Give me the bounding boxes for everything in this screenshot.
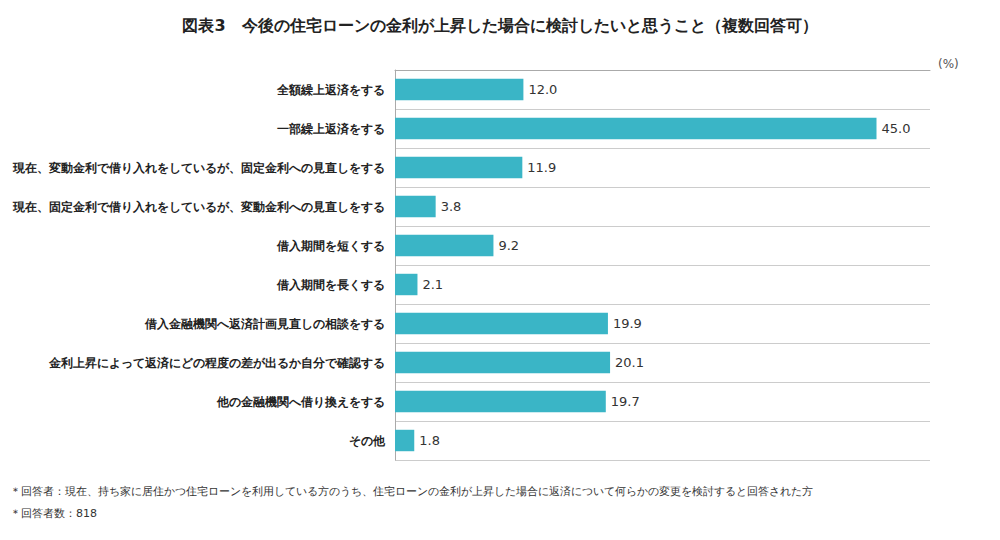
svg-text:2.1: 2.1 [422,277,443,292]
svg-text:45.0: 45.0 [882,121,911,136]
svg-text:＊回答者数：818: ＊回答者数：818 [10,507,97,520]
svg-text:借入期間を長くする: 借入期間を長くする [276,278,385,292]
svg-text:3.8: 3.8 [441,199,462,214]
svg-text:20.1: 20.1 [615,355,644,370]
svg-text:1.8: 1.8 [419,433,440,448]
svg-text:11.9: 11.9 [527,160,556,175]
svg-text:図表3 今後の住宅ローンの金利が上昇した場合に検討したいと思: 図表3 今後の住宅ローンの金利が上昇した場合に検討したいと思うこと（複数回答可） [182,16,817,35]
svg-text:他の金融機関へ借り換えをする: 他の金融機関へ借り換えをする [216,395,385,409]
svg-text:19.9: 19.9 [613,316,642,331]
svg-text:その他: その他 [349,434,386,448]
svg-text:19.7: 19.7 [611,394,640,409]
svg-text:現在、固定金利で借り入れをしているが、変動金利への見直しをす: 現在、固定金利で借り入れをしているが、変動金利への見直しをする [12,200,385,214]
svg-text:借入金融機関へ返済計画見直しの相談をする: 借入金融機関へ返済計画見直しの相談をする [144,317,385,331]
svg-text:(%): (%) [938,57,959,71]
svg-text:現在、変動金利で借り入れをしているが、固定金利への見直しをす: 現在、変動金利で借り入れをしているが、固定金利への見直しをする [12,161,385,175]
svg-text:一部繰上返済をする: 一部繰上返済をする [277,122,385,136]
svg-text:借入期間を短くする: 借入期間を短くする [276,239,385,253]
svg-text:12.0: 12.0 [528,82,557,97]
svg-text:9.2: 9.2 [498,238,519,253]
svg-text:金利上昇によって返済にどの程度の差が出るか自分で確認する: 金利上昇によって返済にどの程度の差が出るか自分で確認する [48,356,385,370]
svg-text:＊回答者：現在、持ち家に居住かつ住宅ローンを利用している方の: ＊回答者：現在、持ち家に居住かつ住宅ローンを利用している方のうち、住宅ローンの金… [10,485,813,498]
svg-text:全額繰上返済をする: 全額繰上返済をする [276,83,385,97]
